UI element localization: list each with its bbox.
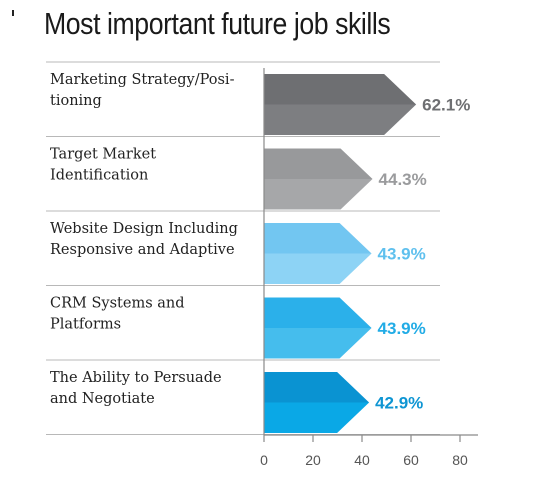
bar-upper <box>264 372 370 403</box>
corner-mark <box>12 10 14 16</box>
value-label: 44.3% <box>379 170 427 189</box>
category-label: and Negotiate <box>50 391 155 407</box>
category-label: Target Market <box>50 147 156 163</box>
bar-upper <box>264 74 417 105</box>
bar-lower <box>264 104 417 135</box>
category-label: Identification <box>50 168 148 184</box>
category-label: Platforms <box>50 317 121 333</box>
category-label: Responsive and Adaptive <box>50 242 235 258</box>
category-label: Marketing Strategy/Posi- <box>50 72 235 88</box>
chart-title: Most important future job skills <box>44 6 391 41</box>
value-label: 62.1% <box>422 96 470 115</box>
bar-upper <box>264 223 372 254</box>
x-tick-label: 80 <box>452 452 468 468</box>
bar-lower <box>264 328 372 359</box>
bar-upper <box>264 297 372 328</box>
category-label: The Ability to Persuade <box>50 370 222 386</box>
bar-upper <box>264 148 373 179</box>
x-tick-label: 40 <box>354 452 370 468</box>
x-tick-label: 0 <box>260 452 268 468</box>
value-label: 42.9% <box>375 394 423 413</box>
value-label: 43.9% <box>378 245 426 264</box>
bar-lower <box>264 402 370 433</box>
category-label: tioning <box>50 93 102 109</box>
value-label: 43.9% <box>378 319 426 338</box>
x-tick-label: 20 <box>305 452 321 468</box>
bar-lower <box>264 179 373 210</box>
x-tick-label: 60 <box>403 452 419 468</box>
category-label: CRM Systems and <box>50 296 185 312</box>
bar-lower <box>264 253 372 284</box>
category-label: Website Design Including <box>50 221 238 237</box>
